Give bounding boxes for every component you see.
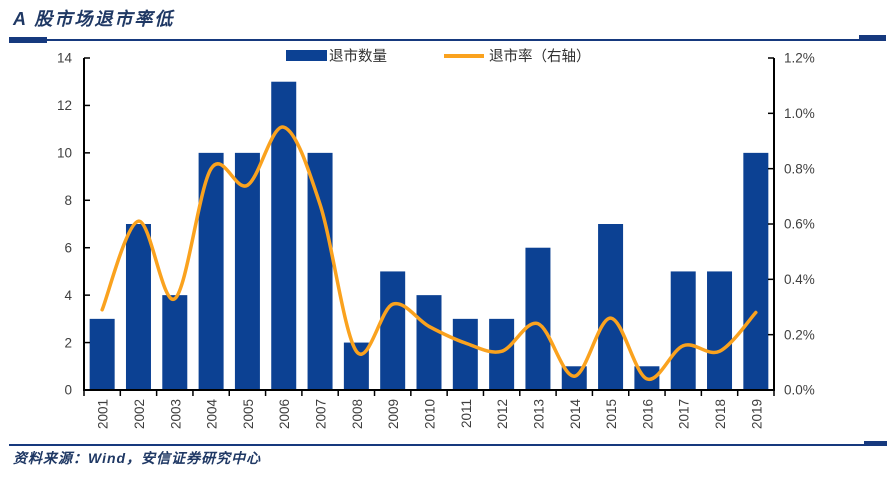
x-axis-label: 2016 [640, 399, 655, 429]
bar-2001 [89, 318, 115, 390]
delisting-rate-line [100, 125, 758, 381]
legend-bar-label: 退市数量 [329, 49, 387, 65]
x-axis-label: 2014 [568, 399, 583, 430]
legend-line-label: 退市率（右轴） [489, 49, 591, 65]
x-axis-label: 2009 [386, 399, 401, 429]
x-axis-label: 2007 [314, 399, 329, 429]
left-axis-label: 0 [64, 383, 72, 398]
x-axis-label: 2002 [132, 399, 147, 429]
x-axis-label: 2017 [677, 399, 692, 429]
x-axis-label: 2003 [168, 399, 183, 429]
left-axis-label: 4 [64, 288, 72, 303]
bar-2009 [380, 271, 406, 390]
header-divider-accent-left [9, 37, 47, 43]
right-axis-label: 1.0% [784, 106, 815, 121]
left-axis-label: 10 [57, 146, 72, 161]
source-note: 资料来源：Wind，安信证券研究中心 [13, 450, 262, 466]
bar-series-swatch-icon [286, 50, 327, 61]
line-series-swatch-icon [444, 53, 484, 58]
right-axis-label: 0.0% [784, 383, 815, 398]
chart-legend: 退市数量 退市率（右轴） [286, 45, 591, 66]
bar-2017 [670, 271, 696, 390]
left-axis-label: 2 [64, 335, 72, 350]
bar-2003 [162, 295, 188, 390]
header-divider [9, 39, 886, 41]
bar-2019 [743, 152, 769, 390]
bar-2002 [125, 224, 151, 390]
bar-2011 [452, 318, 478, 390]
right-axis-label: 0.8% [784, 161, 815, 176]
bar-2012 [489, 318, 515, 390]
x-axis-label: 2019 [749, 399, 764, 429]
footer-divider [9, 444, 886, 446]
left-axis-label: 12 [57, 98, 72, 113]
x-axis-label: 2001 [96, 399, 111, 429]
x-axis-label: 2013 [531, 399, 546, 429]
x-axis-label: 2015 [604, 399, 619, 429]
right-axis-label: 1.2% [784, 51, 815, 66]
x-axis-label: 2010 [423, 399, 438, 429]
right-axis-label: 0.2% [784, 327, 815, 342]
x-axis-label: 2012 [495, 399, 510, 429]
bar-2010 [416, 295, 442, 390]
chart-title: A 股市场退市率低 [13, 9, 175, 29]
left-axis-label: 14 [57, 51, 73, 66]
x-axis-label: 2006 [277, 399, 292, 429]
x-axis-label: 2018 [713, 399, 728, 429]
header-divider-accent-right [859, 35, 886, 40]
x-axis-label: 2005 [241, 399, 256, 429]
legend-item-bar: 退市数量 [286, 45, 387, 66]
bar-2007 [307, 152, 333, 390]
right-axis-label: 0.4% [784, 272, 815, 287]
left-axis-label: 8 [64, 193, 72, 208]
chart-canvas: 0 2 4 6 8 10 12 14 0.0% 0.2% 0.4% 0.6% 0.8% 1.0% 1.2% 2… [57, 51, 815, 430]
legend-item-line: 退市率（右轴） [444, 45, 591, 66]
right-axis-label: 0.6% [784, 217, 815, 232]
footer-divider-accent-right [864, 441, 887, 446]
x-axis-label: 2008 [350, 399, 365, 429]
bar-2018 [707, 271, 733, 390]
bar-2005 [234, 152, 260, 390]
bar-2015 [598, 224, 624, 390]
x-axis-label: 2011 [459, 399, 474, 428]
left-axis-label: 6 [64, 240, 72, 255]
x-axis-label: 2004 [205, 399, 220, 430]
bar-2013 [525, 247, 551, 390]
